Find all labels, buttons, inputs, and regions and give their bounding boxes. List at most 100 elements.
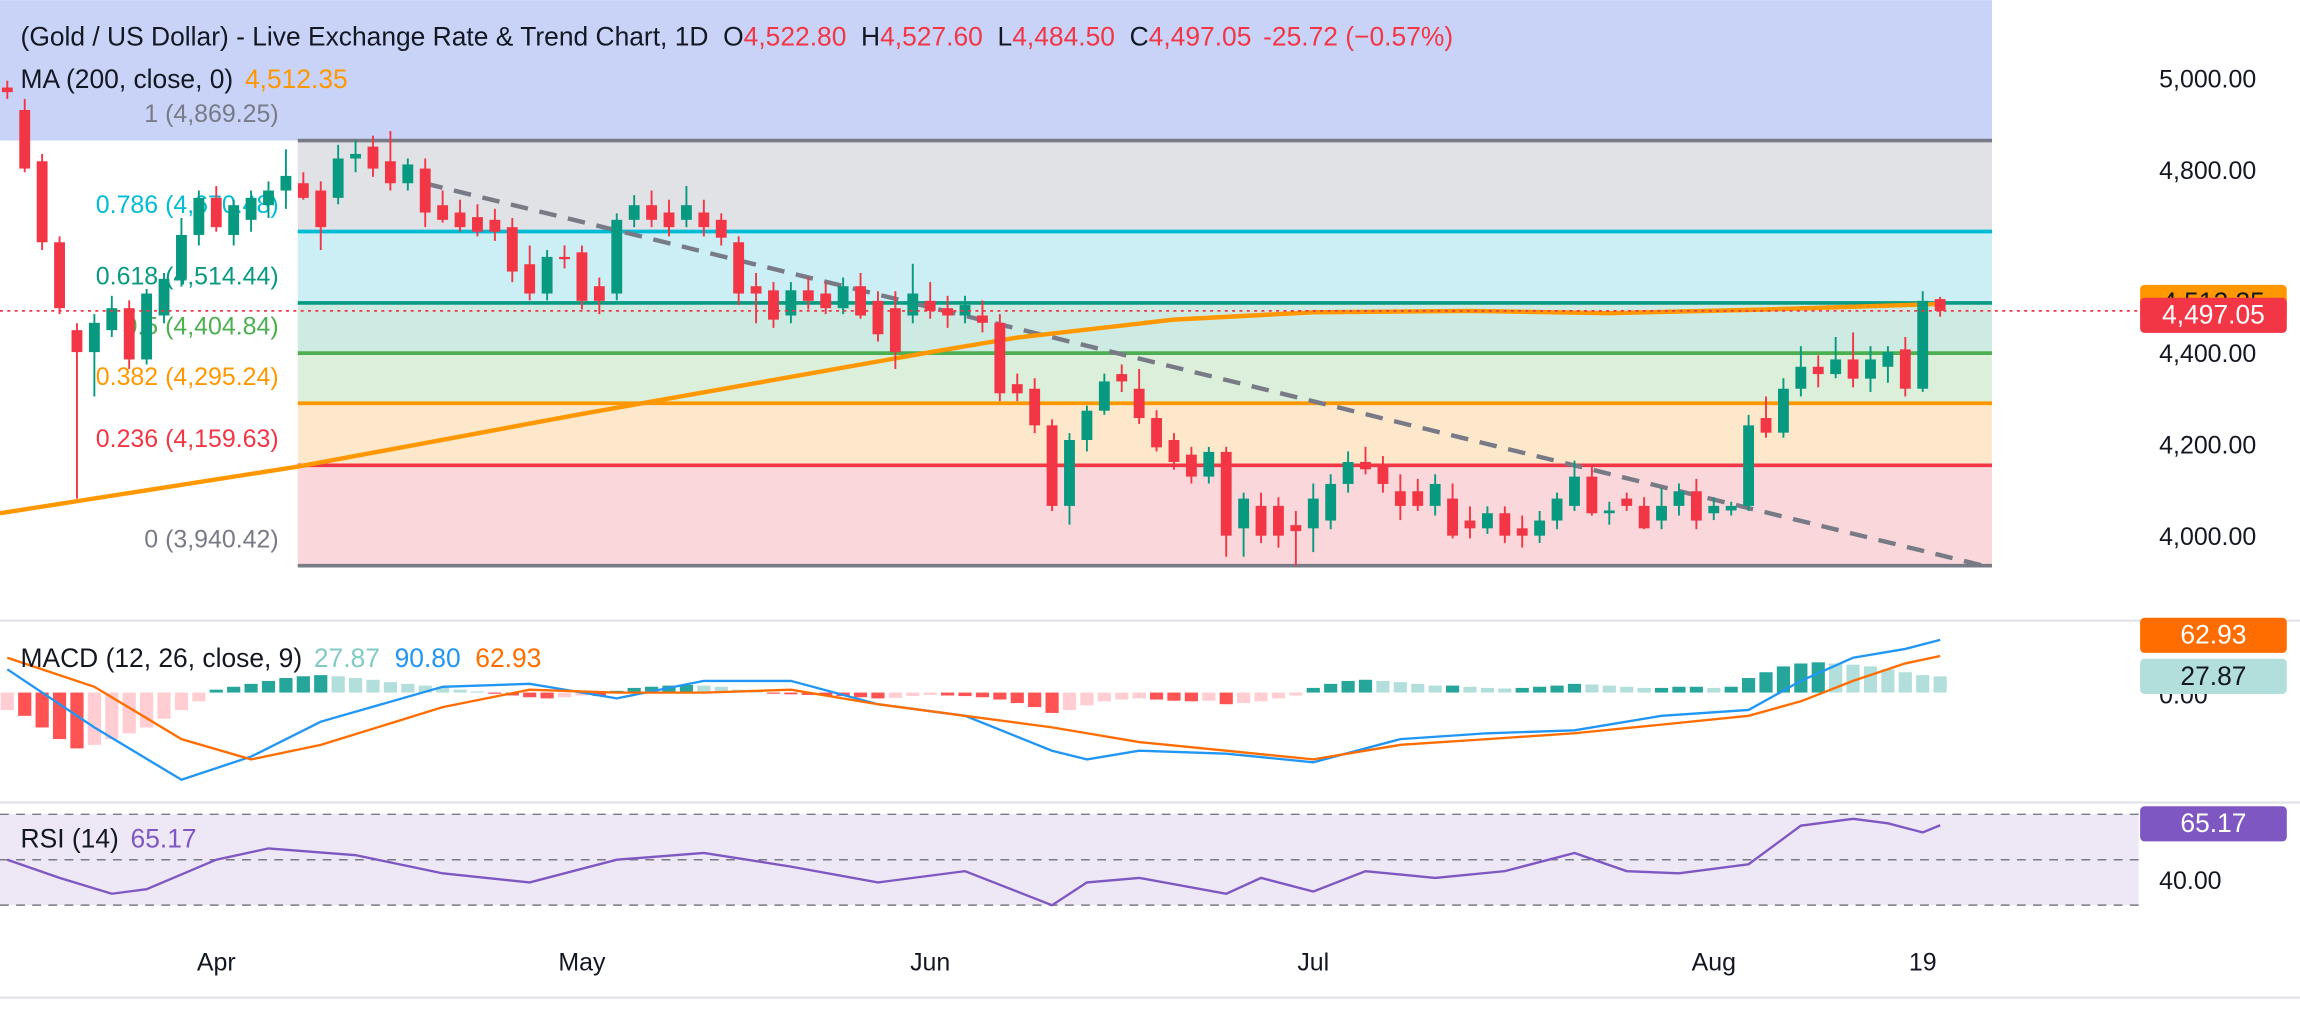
macd-histogram-bar [470, 691, 485, 693]
candle-body [872, 300, 884, 335]
fib-label: 0.236 (4,159.63) [96, 425, 279, 453]
fib-band [297, 140, 1992, 232]
macd-histogram-bar [644, 686, 659, 693]
candle-body [1116, 374, 1128, 382]
candle-body [768, 290, 779, 320]
candle-body [19, 109, 31, 169]
candle-body [1429, 483, 1441, 506]
y-tick-label: 4,800.00 [2159, 157, 2256, 185]
candle-body [437, 205, 449, 220]
legend-text: 4,527.60 [880, 21, 983, 51]
x-tick-label: May [558, 948, 606, 976]
x-tick-label: Jul [1297, 948, 1329, 976]
trendline [424, 181, 1993, 570]
macd-histogram-bar [1654, 687, 1669, 693]
legend-text: 4,497.05 [1149, 21, 1252, 51]
macd-histogram-bar [1689, 686, 1703, 693]
macd-histogram-bar [1324, 683, 1338, 693]
candle-body [576, 252, 588, 301]
price-badge-label: 65.17 [2180, 808, 2246, 838]
candle-body [785, 290, 797, 316]
macd-histogram-bar [1254, 692, 1268, 702]
legend-text: C [1130, 21, 1149, 51]
macd-histogram-bar [70, 692, 84, 749]
macd-histogram-bar [1045, 692, 1059, 713]
legend-text: MA (200, close, 0) [21, 64, 234, 94]
macd-histogram-bar [906, 692, 920, 697]
legend-text: -25.72 (−0.57%) [1263, 21, 1453, 51]
macd-histogram-bar [1202, 692, 1216, 701]
macd-histogram-bar [122, 692, 136, 734]
macd-histogram-bar [1010, 692, 1024, 704]
candle-body [88, 322, 100, 353]
candle-body [1934, 299, 1946, 311]
candle-body [489, 219, 501, 232]
macd-histogram-bar [314, 675, 328, 693]
candle-body [158, 278, 170, 316]
macd-histogram-bar [1097, 692, 1111, 702]
candle-body [1586, 476, 1598, 514]
macd-histogram-bar [1463, 686, 1477, 693]
legend-row: MA (200, close, 0) 4,512.35 [21, 64, 348, 94]
candle-body [1638, 505, 1650, 529]
candle-body [1307, 498, 1319, 529]
candle-body [506, 227, 518, 272]
candle-body [907, 293, 919, 316]
macd-histogram-bar [436, 687, 450, 693]
macd-histogram-bar [401, 683, 415, 693]
candle-body [1185, 454, 1197, 477]
top-band [0, 0, 1992, 141]
macd-histogram-bar [1863, 666, 1878, 693]
macd-histogram-bar [1637, 687, 1651, 693]
legend-text: 62.93 [475, 643, 541, 673]
macd-histogram-bar [1149, 692, 1164, 700]
macd-histogram-bar [1306, 687, 1320, 693]
macd-histogram-bar [52, 692, 67, 740]
macd-histogram-bar [87, 692, 101, 745]
candle-body [1255, 505, 1267, 536]
candle-body [210, 197, 222, 228]
x-tick-label: 19 [1909, 948, 1937, 976]
candle-body [1534, 520, 1546, 536]
candle-body [1290, 525, 1302, 532]
price-badge [2140, 297, 2287, 333]
x-tick-label: Jun [910, 948, 950, 976]
macd-histogram-bar [1602, 685, 1616, 693]
candle-body [977, 315, 988, 323]
macd-histogram-bar [1794, 663, 1808, 693]
candle-body [54, 242, 65, 309]
legend-text: 65.17 [131, 824, 197, 854]
macd-histogram-bar [488, 692, 502, 694]
candle-body [245, 197, 257, 220]
fib-label: 0 (3,940.42) [144, 525, 278, 553]
legend-text: O [723, 21, 744, 51]
candle-body [646, 205, 658, 220]
candle-body [628, 205, 640, 220]
candle-body [837, 286, 849, 309]
price-badge [2140, 806, 2287, 842]
candle-body [193, 197, 205, 235]
macd-histogram-bar [1184, 692, 1198, 702]
candle-body [1621, 498, 1633, 506]
fib-band [297, 465, 1992, 566]
rsi-tick-label: 40.00 [2159, 867, 2221, 895]
candle-body [924, 300, 936, 311]
candle-body [1046, 425, 1058, 506]
macd-histogram-bar [1289, 692, 1303, 696]
candle-body [541, 256, 553, 294]
y-tick-label: 4,200.00 [2159, 431, 2256, 459]
macd-histogram-bar [140, 692, 154, 728]
candle-body [994, 322, 1006, 394]
macd-histogram-bar [679, 685, 694, 693]
fib-band [297, 403, 1992, 466]
macd-histogram-bar [1567, 683, 1582, 693]
macd-histogram-bar [174, 692, 189, 711]
candle-body [1830, 359, 1842, 375]
candle-body [1029, 388, 1041, 426]
candle-body [959, 304, 971, 316]
legend-row: RSI (14) 65.17 [21, 824, 197, 854]
macd-histogram-bar [105, 692, 119, 740]
ma-line [0, 301, 1941, 516]
candle-body [1064, 439, 1075, 506]
